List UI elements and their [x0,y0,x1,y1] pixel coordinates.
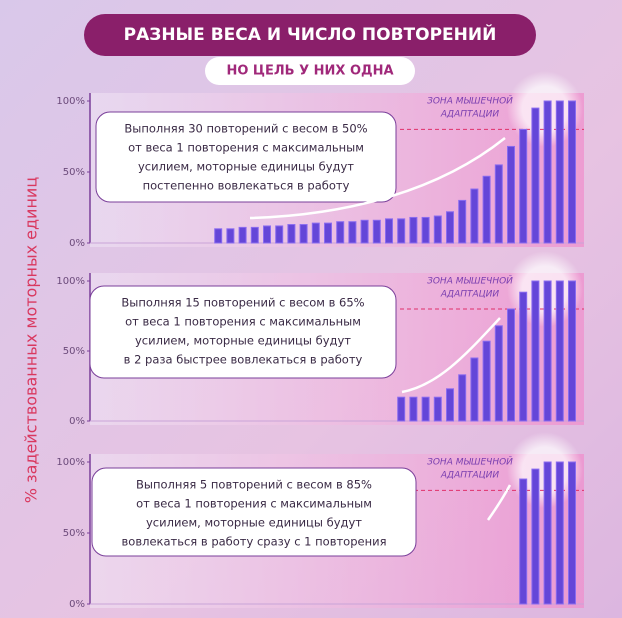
bar [482,175,491,244]
y-tick-label: 0% [69,599,85,610]
bar [446,211,454,244]
annotation-box [95,111,397,203]
bar [482,340,491,422]
annotation-box [91,467,417,557]
annotation-line: Выполняя 15 повторений с весом в 65% [121,296,364,310]
annotation-line: усилием, моторные единицы будут [138,160,354,174]
annotation-line: усилием, моторные единицы будут [146,516,362,530]
bar [250,226,259,244]
subtitle-pill [205,57,415,85]
subtitle: НО ЦЕЛЬ У НИХ ОДНА [226,64,393,79]
annotation-line: усилием, моторные единицы будут [135,334,351,348]
annotation-line: от веса 1 повторения с максимальным [125,315,361,329]
bar [555,100,564,244]
zone-label: АДАПТАЦИИ [440,471,499,481]
bar [433,215,442,244]
bar [214,228,223,244]
bar [336,221,345,244]
bar [226,228,235,244]
annotation-line: вовлекаться в работу сразу с 1 повторени… [122,535,387,549]
annotation-arrow [249,137,506,220]
bar [360,219,369,244]
bar [519,291,528,422]
y-tick-label: 0% [69,238,85,249]
bar [519,128,528,244]
bar [311,222,320,244]
zone-label: ЗОНА МЫШЕЧНОЙ [427,95,513,107]
annotation-line: постепенно вовлекаться в работу [143,179,350,193]
y-tick-label: 50% [63,167,85,178]
y-axis-label: % задействованных моторных единиц [22,177,41,504]
annotation-line: от веса 1 повторения с максимальным [136,497,372,511]
bar [446,388,454,422]
bar [519,478,528,605]
bar [324,222,332,244]
bar [568,100,576,244]
bar [372,219,381,244]
bar [531,280,540,422]
bar [238,226,247,244]
title: РАЗНЫЕ ВЕСА И ЧИСЛО ПОВТОРЕНИЙ [124,23,497,45]
zone-label: ЗОНА МЫШЕЧНОЙ [427,456,513,468]
y-tick-label: 50% [63,346,85,357]
zone-label: ЗОНА МЫШЕЧНОЙ [427,275,513,287]
bar [470,357,479,422]
y-tick-label: 50% [63,528,85,539]
y-tick-label: 0% [69,416,85,427]
bar [543,461,552,605]
annotation-arrow [401,317,501,394]
zone-label: АДАПТАЦИИ [440,110,499,120]
bar [555,461,564,605]
bar [531,468,540,605]
bar [421,396,430,422]
bar [458,374,467,422]
bar [421,216,430,244]
title-pill [84,14,536,56]
bar [397,396,406,422]
bar [409,216,418,244]
bar [275,225,284,244]
bar [287,224,296,244]
bar [458,199,467,244]
bar [568,280,576,422]
bar [568,461,576,605]
annotation-line: в 2 раза быстрее вовлекаться в работу [124,353,363,367]
bar [299,224,308,244]
annotation-line: Выполняя 30 повторений с весом в 50% [124,122,367,136]
bar [409,396,418,422]
bar [385,218,393,244]
annotation-arrow [486,484,512,521]
bar [543,100,552,244]
bar [470,188,479,244]
bar [531,107,540,244]
bar [433,396,442,422]
bar [494,325,503,422]
bar [543,280,552,422]
bar [348,221,357,244]
y-tick-label: 100% [56,96,85,107]
bar [397,218,406,244]
bar [507,308,515,422]
y-tick-label: 100% [56,276,85,287]
y-tick-label: 100% [56,457,85,468]
bar [494,164,503,244]
zone-label: АДАПТАЦИИ [440,290,499,300]
annotation-line: от веса 1 повторения с максимальным [128,141,364,155]
annotation-line: Выполняя 5 повторений с весом в 85% [136,478,372,492]
bar [263,225,271,244]
bar [555,280,564,422]
bar [507,145,515,244]
annotation-box [89,285,397,379]
